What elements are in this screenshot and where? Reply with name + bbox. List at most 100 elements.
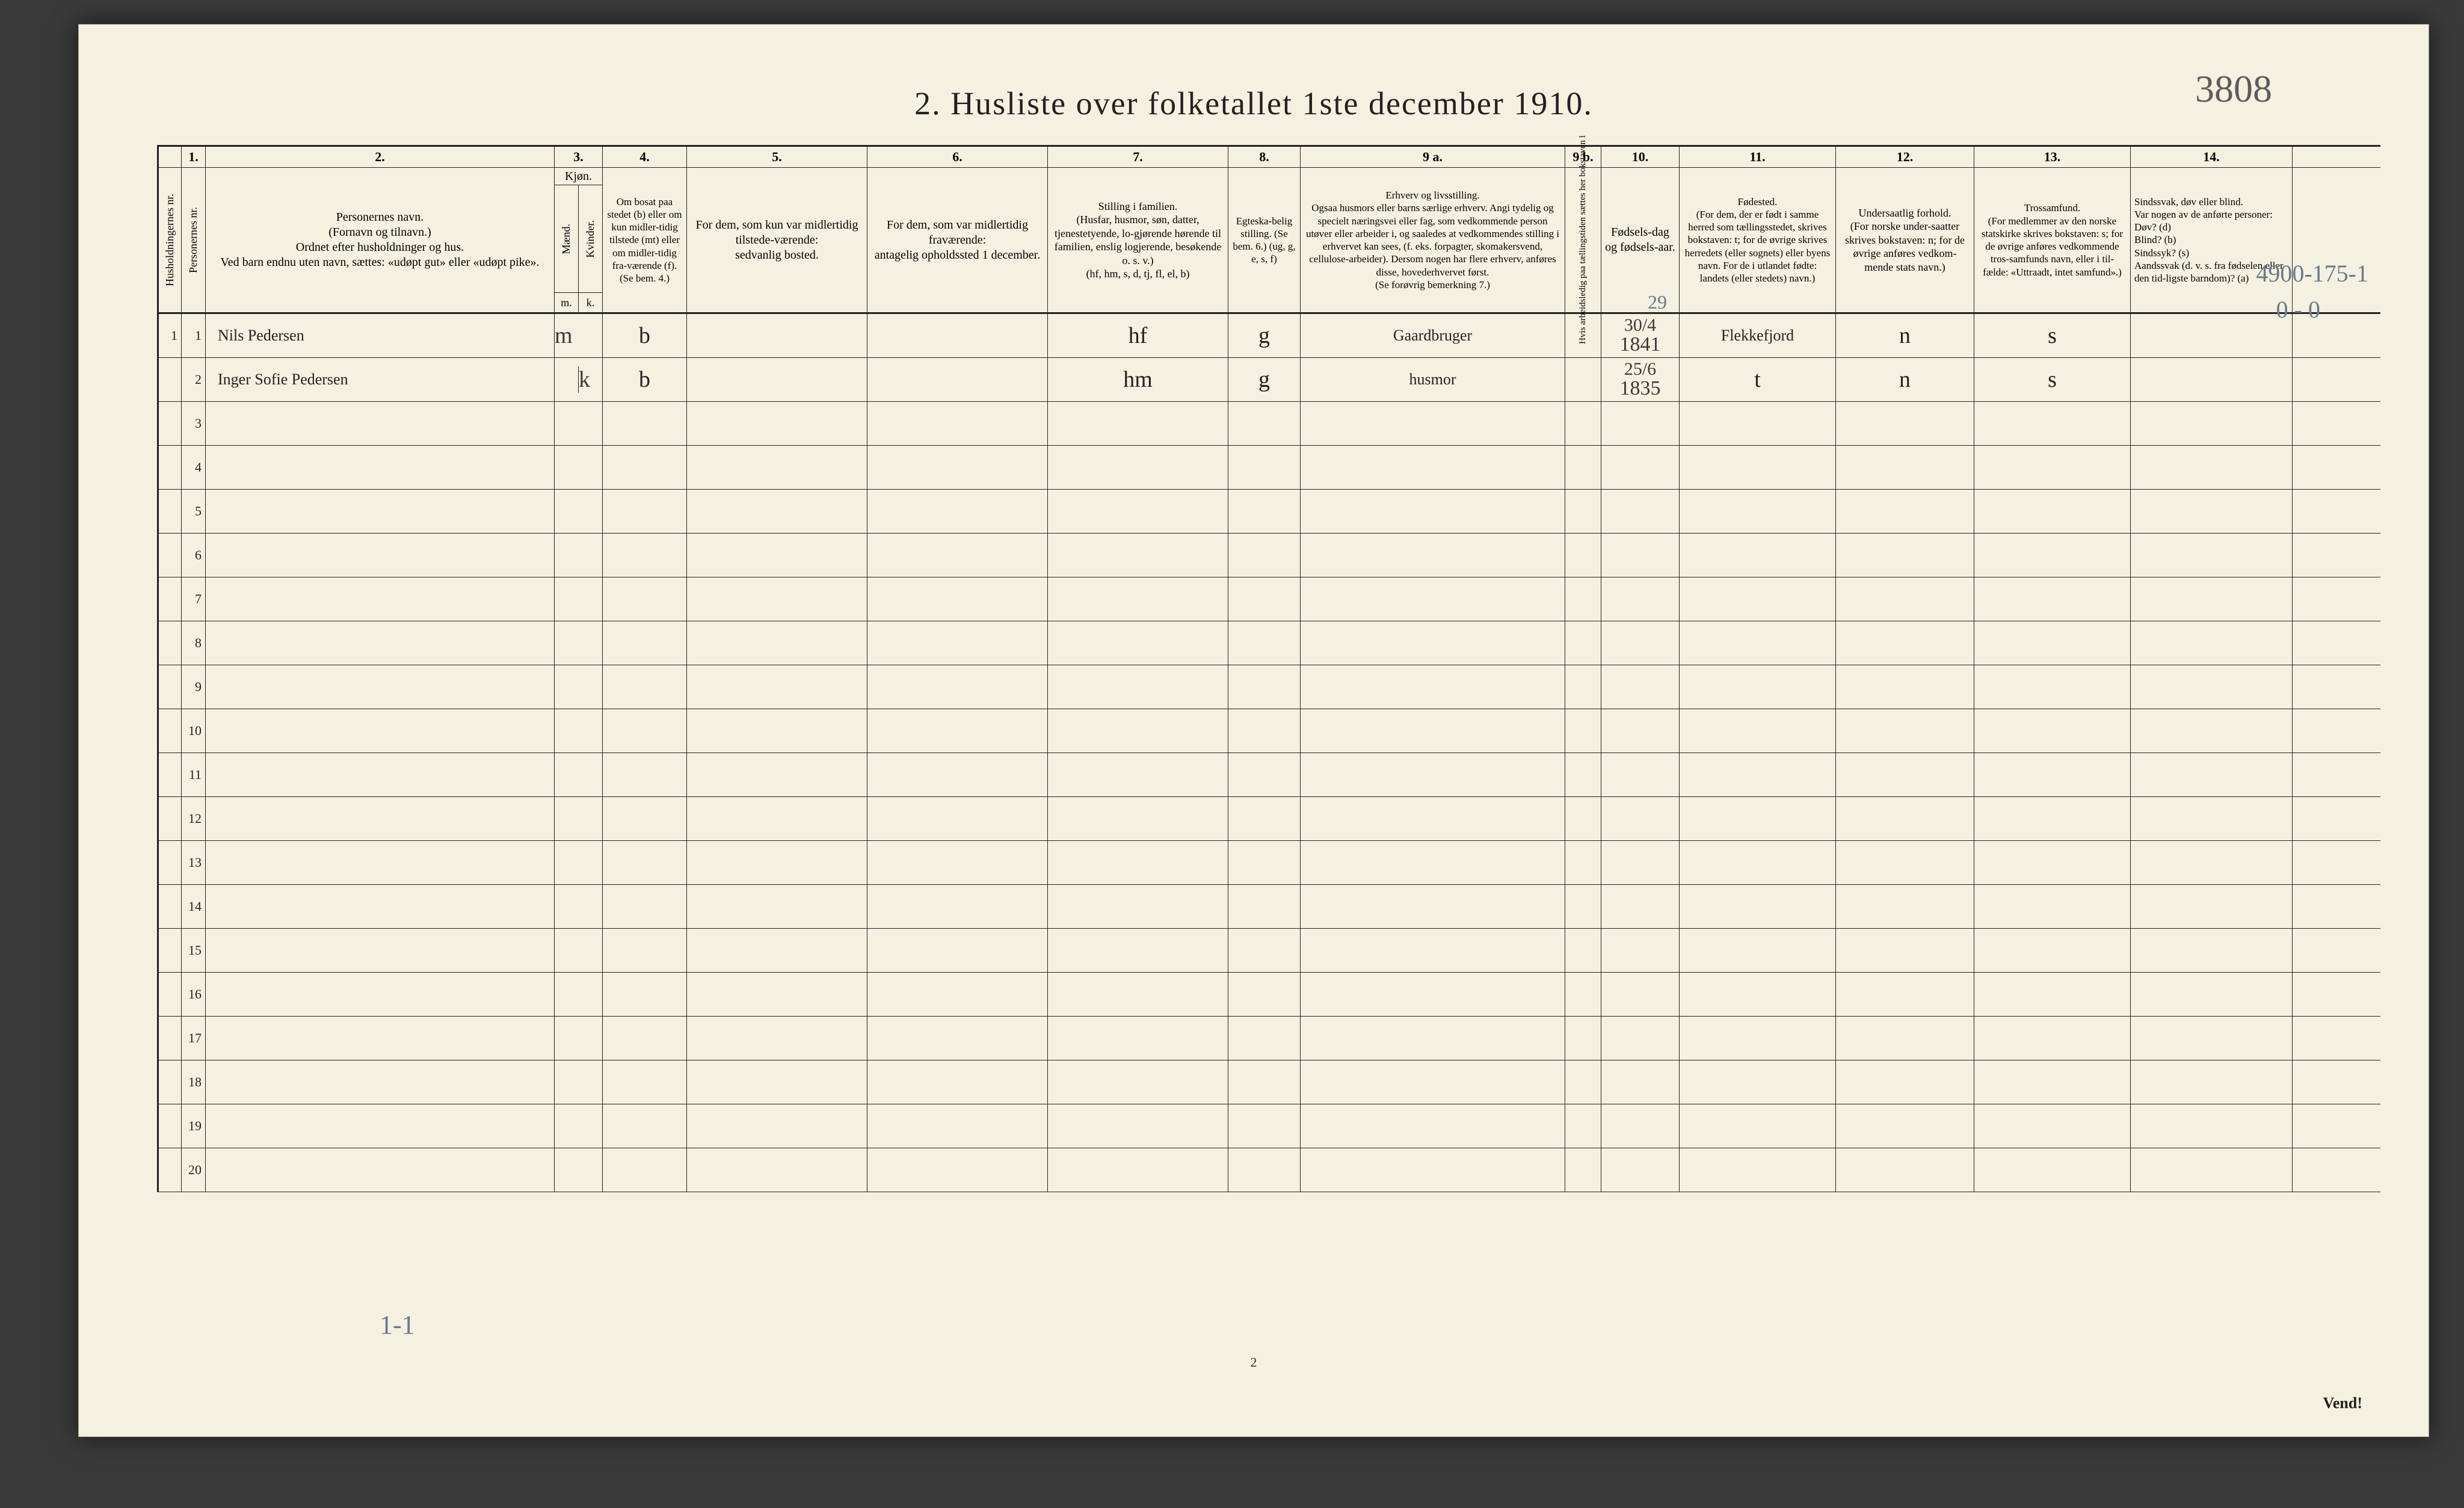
cell-c12 — [1835, 753, 1974, 796]
cell-c9b — [1565, 314, 1601, 357]
cell-c13 — [1974, 534, 2130, 577]
cell-name — [205, 490, 554, 533]
colnum-13: 13. — [1974, 147, 2130, 167]
cell-bosat — [602, 665, 686, 709]
page-container: 3808 2. Husliste over folketallet 1ste d… — [0, 0, 2464, 1508]
header-egteskap: Egteska-belig stilling. (Se bem. 6.) (ug… — [1228, 168, 1300, 312]
cell-c12 — [1835, 973, 1974, 1016]
cell-kjon — [554, 753, 602, 796]
cell-pnr: 11 — [181, 753, 205, 796]
cell-kjon — [554, 577, 602, 621]
cell-kjon: k — [554, 358, 602, 401]
colnum-6: 6. — [867, 147, 1047, 167]
cell-c11 — [1679, 885, 1835, 928]
cell-c11 — [1679, 973, 1835, 1016]
table-row: 15 — [157, 929, 2380, 973]
cell-c10 — [1601, 534, 1679, 577]
cell-pnr: 4 — [181, 446, 205, 489]
cell-hhnr — [157, 402, 181, 445]
footer-page-number: 2 — [79, 1355, 2429, 1370]
cell-name — [205, 753, 554, 796]
cell-c9a — [1300, 841, 1565, 884]
cell-c7 — [1047, 1017, 1228, 1060]
cell-c11 — [1679, 534, 1835, 577]
cell-kjon — [554, 490, 602, 533]
cell-pnr: 18 — [181, 1060, 205, 1104]
cell-c12 — [1835, 929, 1974, 972]
table-row: 20 — [157, 1148, 2380, 1192]
table-row: 6 — [157, 534, 2380, 577]
cell-c9a — [1300, 709, 1565, 752]
cell-c13 — [1974, 665, 2130, 709]
cell-trossamfund: s — [1974, 314, 2130, 357]
cell-name — [205, 1104, 554, 1148]
cell-pnr: 6 — [181, 534, 205, 577]
colnum-5: 5. — [686, 147, 867, 167]
cell-c5 — [686, 797, 867, 840]
cell-hhnr — [157, 1017, 181, 1060]
cell-bosat: b — [602, 358, 686, 401]
cell-c12 — [1835, 1148, 1974, 1192]
cell-kjon — [554, 1060, 602, 1104]
cell-kjon — [554, 1104, 602, 1148]
cell-c6 — [867, 753, 1047, 796]
cell-c10 — [1601, 709, 1679, 752]
cell-c5 — [686, 753, 867, 796]
cell-c13 — [1974, 1104, 2130, 1148]
cell-c12 — [1835, 1104, 1974, 1148]
cell-c11 — [1679, 1148, 1835, 1192]
cell-c14 — [2130, 841, 2293, 884]
cell-c5 — [686, 665, 867, 709]
cell-hhnr: 1 — [157, 314, 181, 357]
header-trossamfund: Trossamfund. (For medlemmer av den norsk… — [1974, 168, 2130, 312]
cell-c8 — [1228, 1104, 1300, 1148]
cell-c14 — [2130, 446, 2293, 489]
cell-c8 — [1228, 446, 1300, 489]
cell-bosat — [602, 621, 686, 665]
cell-c7 — [1047, 446, 1228, 489]
cell-name — [205, 841, 554, 884]
cell-c10 — [1601, 621, 1679, 665]
cell-erhverv: Gaardbruger — [1300, 314, 1565, 357]
cell-bosat — [602, 1060, 686, 1104]
table-row: 1 1 Nils Pedersen m b hf g Gaardbruger — [157, 314, 2380, 358]
cell-c6 — [867, 358, 1047, 401]
cell-kjon — [554, 621, 602, 665]
cell-c14 — [2130, 929, 2293, 972]
cell-c10 — [1601, 577, 1679, 621]
cell-c9b — [1565, 665, 1601, 709]
cell-pnr: 12 — [181, 797, 205, 840]
cell-c6 — [867, 1104, 1047, 1148]
cell-c9b — [1565, 753, 1601, 796]
cell-c14 — [2130, 665, 2293, 709]
cell-pnr: 19 — [181, 1104, 205, 1148]
cell-c9a — [1300, 885, 1565, 928]
colnum-2: 2. — [205, 147, 554, 167]
cell-c14 — [2130, 1104, 2293, 1148]
cell-bosat — [602, 753, 686, 796]
cell-c6 — [867, 709, 1047, 752]
cell-pnr: 17 — [181, 1017, 205, 1060]
cell-c14 — [2130, 709, 2293, 752]
cell-c13 — [1974, 753, 2130, 796]
cell-c12 — [1835, 797, 1974, 840]
cell-c5 — [686, 1060, 867, 1104]
cell-c5 — [686, 885, 867, 928]
cell-c5 — [686, 841, 867, 884]
cell-c6 — [867, 841, 1047, 884]
cell-bosat — [602, 709, 686, 752]
cell-name — [205, 929, 554, 972]
cell-c11 — [1679, 753, 1835, 796]
colnum-9a: 9 a. — [1300, 147, 1565, 167]
table-row: 9 — [157, 665, 2380, 709]
cell-c13 — [1974, 797, 2130, 840]
cell-c13 — [1974, 490, 2130, 533]
cell-c12 — [1835, 1060, 1974, 1104]
cell-hhnr — [157, 973, 181, 1016]
column-header-row: Husholdningernes nr. Personernes nr. Per… — [157, 168, 2380, 314]
cell-c9a — [1300, 534, 1565, 577]
cell-c14 — [2130, 577, 2293, 621]
cell-c6 — [867, 1060, 1047, 1104]
cell-c8 — [1228, 1017, 1300, 1060]
cell-c8 — [1228, 709, 1300, 752]
